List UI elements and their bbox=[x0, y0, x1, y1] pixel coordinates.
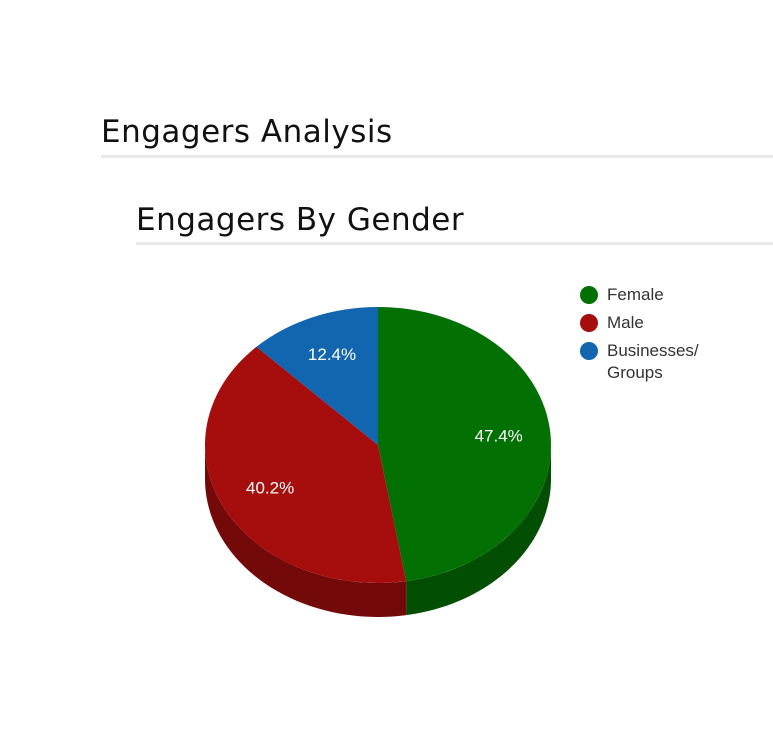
pie-slice bbox=[378, 307, 552, 582]
data-label: 47.4% bbox=[475, 427, 523, 446]
legend-item: Businesses/ Groups bbox=[580, 341, 722, 384]
legend-swatch bbox=[580, 342, 598, 360]
heading-rule bbox=[101, 155, 773, 158]
legend-label: Male bbox=[607, 313, 644, 332]
title-rule bbox=[136, 242, 773, 245]
legend-swatch bbox=[580, 286, 598, 304]
legend-label: Businesses/ Groups bbox=[607, 341, 699, 382]
data-label: 40.2% bbox=[246, 478, 294, 497]
slice-side bbox=[406, 445, 551, 616]
pie-slice bbox=[205, 346, 407, 584]
legend-item: Female bbox=[580, 285, 722, 306]
data-label: 12.4% bbox=[308, 345, 356, 364]
legend-label: Female bbox=[607, 285, 664, 304]
pie-slice bbox=[256, 307, 378, 445]
slice-side bbox=[205, 445, 407, 617]
chart-title: Engagers By Gender bbox=[136, 202, 465, 238]
legend-item: Male bbox=[580, 313, 722, 334]
legend: Female Male Businesses/ Groups bbox=[580, 285, 722, 392]
page-heading: Engagers Analysis bbox=[101, 114, 393, 150]
legend-swatch bbox=[580, 314, 598, 332]
